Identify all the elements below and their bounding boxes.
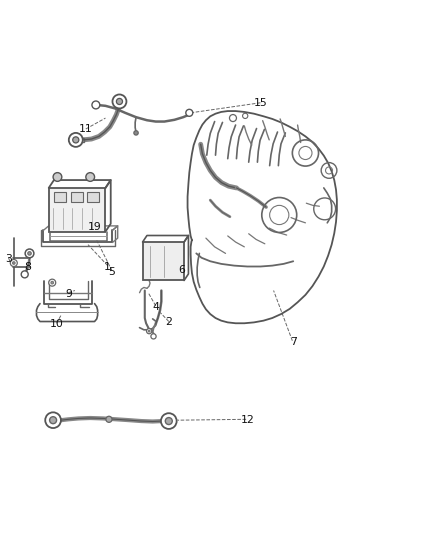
Circle shape (25, 249, 34, 258)
Circle shape (11, 260, 17, 266)
Circle shape (113, 94, 127, 108)
Text: 6: 6 (178, 265, 185, 275)
Bar (143, 242, 184, 280)
Bar (54, 192, 66, 202)
Text: 15: 15 (254, 98, 267, 108)
Text: 2: 2 (166, 317, 172, 327)
Circle shape (117, 99, 123, 104)
Circle shape (147, 328, 152, 334)
Circle shape (21, 271, 28, 278)
Circle shape (49, 417, 57, 424)
Text: 4: 4 (152, 302, 159, 312)
Circle shape (161, 413, 177, 429)
Circle shape (92, 101, 100, 109)
Bar (49, 188, 106, 231)
Text: 7: 7 (290, 337, 297, 346)
Text: 12: 12 (240, 415, 254, 425)
Circle shape (186, 109, 193, 116)
Text: 11: 11 (79, 124, 93, 134)
Bar (78, 138, 84, 142)
Circle shape (12, 262, 15, 264)
Circle shape (28, 252, 31, 255)
Circle shape (148, 330, 150, 332)
Circle shape (73, 137, 79, 143)
Circle shape (106, 416, 112, 422)
Text: 9: 9 (65, 288, 72, 298)
Text: 8: 8 (25, 262, 31, 271)
Circle shape (51, 281, 53, 284)
Text: 1: 1 (104, 262, 111, 271)
Circle shape (86, 173, 95, 181)
Circle shape (151, 334, 156, 339)
Text: 10: 10 (49, 319, 64, 329)
Circle shape (45, 413, 61, 428)
Circle shape (165, 417, 172, 425)
Circle shape (53, 173, 62, 181)
Bar (71, 192, 83, 202)
Circle shape (134, 131, 138, 135)
Text: 3: 3 (5, 254, 12, 264)
Circle shape (49, 279, 56, 286)
Bar (87, 192, 99, 202)
Circle shape (69, 133, 83, 147)
Text: 19: 19 (88, 222, 102, 232)
Text: 5: 5 (109, 266, 116, 277)
